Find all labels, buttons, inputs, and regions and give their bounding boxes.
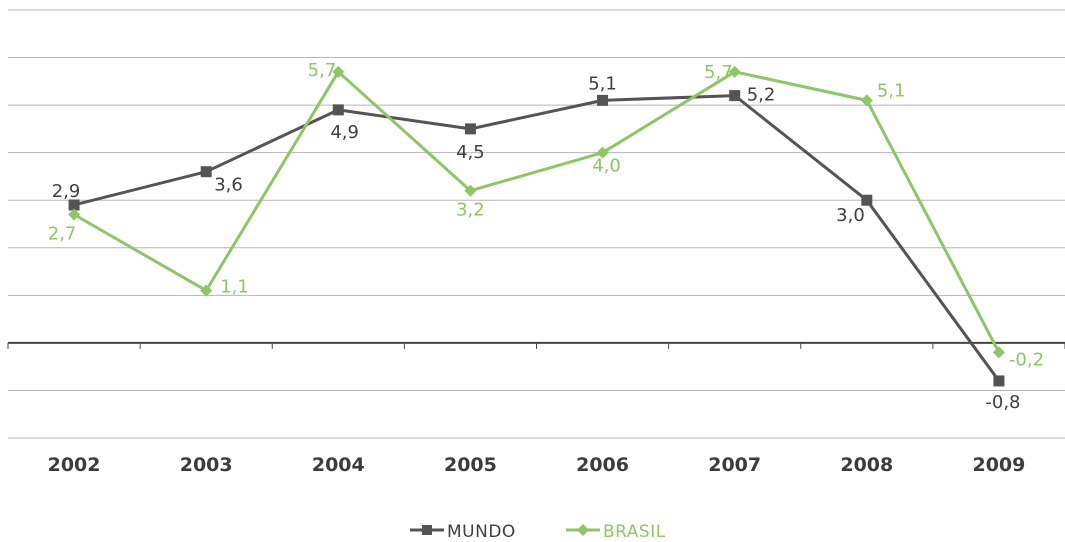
legend-label: BRASIL <box>603 522 666 542</box>
data-label-brasil: 3,2 <box>456 200 485 221</box>
x-tick-label: 2004 <box>312 454 365 476</box>
data-point-mundo <box>201 166 212 177</box>
legend-marker <box>422 525 432 535</box>
data-label-mundo: 4,9 <box>330 122 359 143</box>
legend-marker <box>577 524 589 536</box>
x-tick-label: 2003 <box>180 454 233 476</box>
x-axis: 2002 2003 2004 2005 2006 2007 2008 2009 <box>8 343 1065 476</box>
data-label-mundo: 2,9 <box>52 181 81 202</box>
data-point-mundo <box>333 104 344 115</box>
x-tick-label: 2009 <box>972 454 1025 476</box>
series-line-mundo <box>74 96 999 381</box>
legend: MUNDO BRASIL <box>410 522 666 542</box>
legend-label: MUNDO <box>447 522 516 542</box>
data-label-mundo: 3,0 <box>836 205 865 226</box>
legend-item-mundo: MUNDO <box>410 522 516 542</box>
data-label-mundo: 5,1 <box>588 73 617 94</box>
data-label-brasil: 1,1 <box>220 277 249 298</box>
x-tick-label: 2006 <box>576 454 629 476</box>
legend-item-brasil: BRASIL <box>566 522 666 542</box>
x-tick-label: 2002 <box>48 454 101 476</box>
data-label-brasil: 5,1 <box>877 80 906 101</box>
x-tick-label: 2005 <box>444 454 497 476</box>
data-label-brasil: -0,2 <box>1009 349 1044 370</box>
x-tick-label: 2007 <box>708 454 761 476</box>
data-point-brasil <box>861 94 873 106</box>
data-label-mundo: 5,2 <box>747 85 776 106</box>
data-label-brasil: 5,7 <box>308 60 337 81</box>
data-label-mundo: 3,6 <box>214 175 243 196</box>
data-label-mundo: 4,5 <box>456 142 485 163</box>
data-label-brasil: 5,7 <box>704 62 733 83</box>
data-point-mundo <box>465 123 476 134</box>
x-tick-label: 2008 <box>840 454 893 476</box>
grid-lines <box>8 10 1065 438</box>
data-point-mundo <box>993 375 1004 386</box>
data-point-mundo <box>729 90 740 101</box>
data-label-brasil: 2,7 <box>48 223 77 244</box>
data-point-mundo <box>597 95 608 106</box>
data-label-mundo: -0,8 <box>985 392 1020 413</box>
data-point-brasil <box>993 346 1005 358</box>
data-label-brasil: 4,0 <box>592 156 621 177</box>
data-point-mundo <box>861 195 872 206</box>
